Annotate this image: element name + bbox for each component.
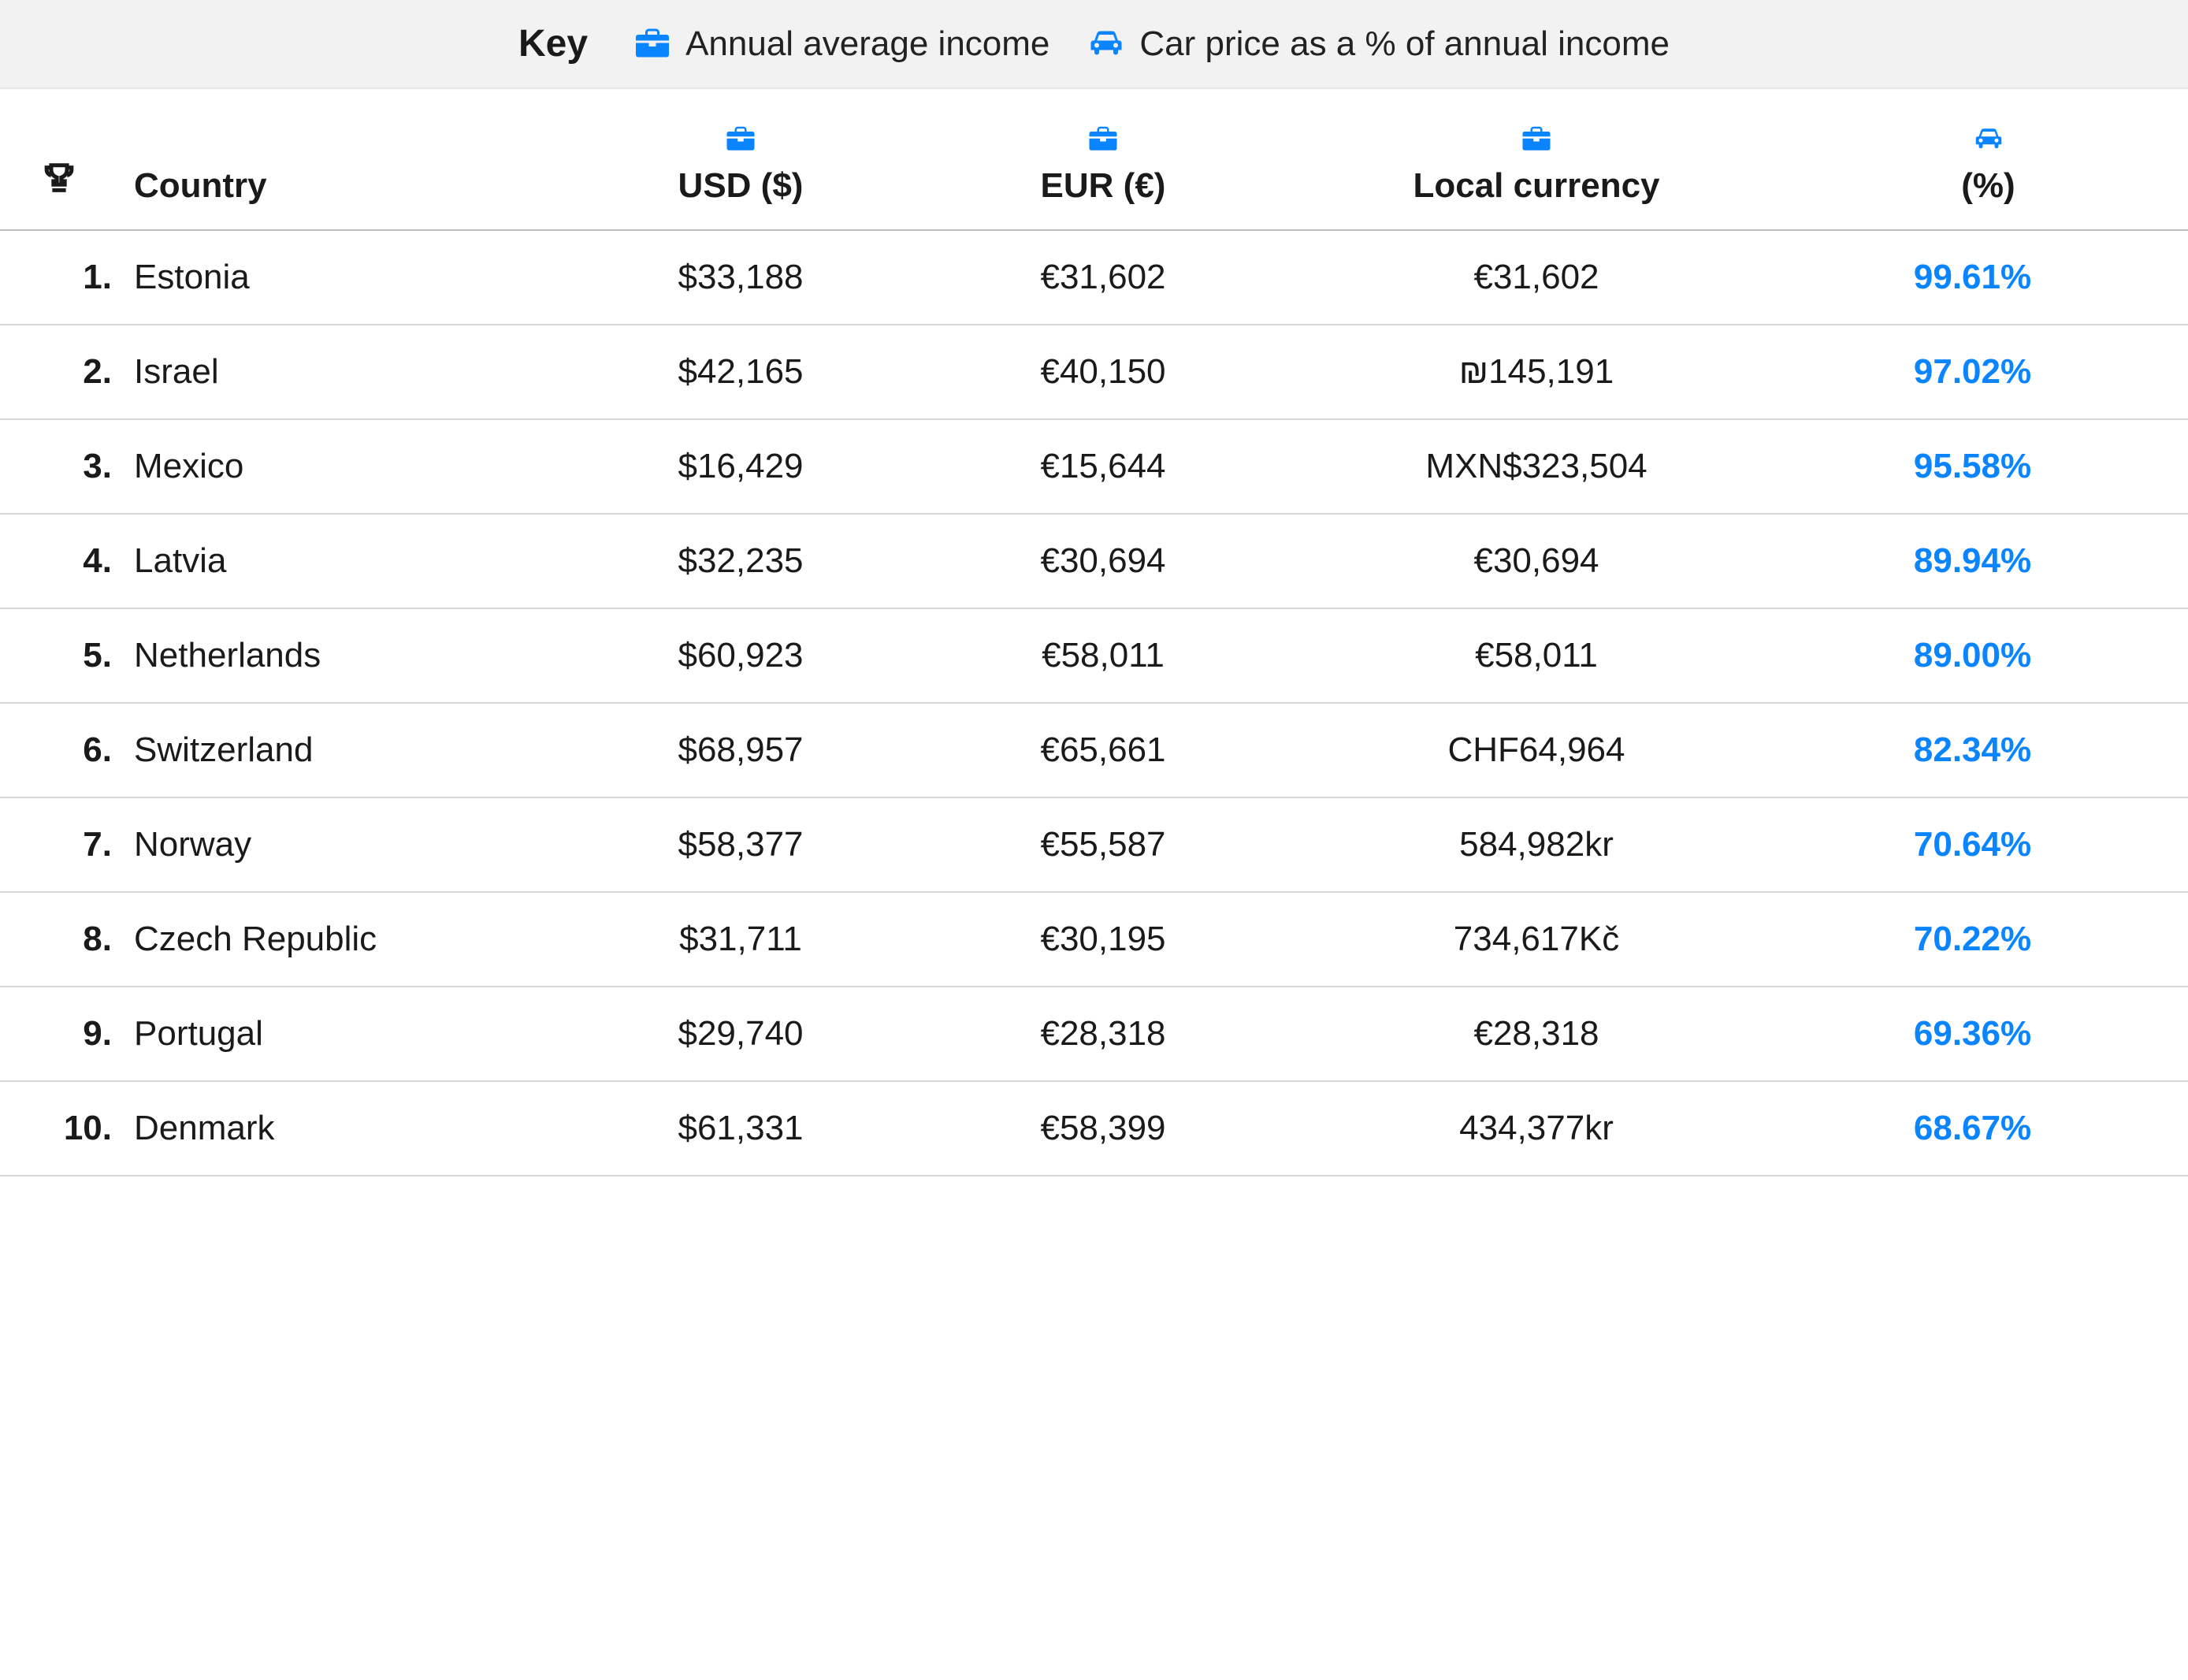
cell-rank: 5.	[0, 608, 118, 703]
cell-country: Mexico	[118, 419, 559, 514]
table-row: 3.Mexico$16,429€15,644MXN$323,50495.58%	[0, 419, 2188, 514]
cell-eur: €31,602	[922, 230, 1284, 325]
col-header-country: Country	[118, 89, 559, 230]
cell-rank: 4.	[0, 514, 118, 608]
col-header-label: Local currency	[1413, 166, 1659, 206]
cell-local: CHF64,964	[1284, 703, 1789, 797]
cell-pct: 89.00%	[1789, 608, 2188, 703]
cell-local: €30,694	[1284, 514, 1789, 608]
briefcase-icon	[1521, 124, 1552, 155]
cell-country: Portugal	[118, 987, 559, 1081]
cell-usd: $29,740	[559, 987, 922, 1081]
legend-item-income: Annual average income	[633, 24, 1049, 64]
cell-usd: $31,711	[559, 892, 922, 987]
cell-pct: 69.36%	[1789, 987, 2188, 1081]
table-row: 8.Czech Republic$31,711€30,195734,617Kč7…	[0, 892, 2188, 987]
legend-item-label: Annual average income	[685, 24, 1049, 64]
col-header-rank	[0, 89, 118, 230]
cell-country: Latvia	[118, 514, 559, 608]
legend-item-label: Car price as a % of annual income	[1139, 24, 1670, 64]
cell-pct: 97.02%	[1789, 325, 2188, 419]
cell-country: Estonia	[118, 230, 559, 325]
cell-eur: €58,399	[922, 1081, 1284, 1176]
car-icon	[1973, 124, 2004, 155]
briefcase-icon	[1087, 124, 1119, 155]
ranking-table: Country USD ($) EUR (€) L	[0, 89, 2188, 1176]
col-header-label: USD ($)	[678, 166, 804, 206]
legend-item-carpct: Car price as a % of annual income	[1087, 24, 1670, 64]
cell-usd: $68,957	[559, 703, 922, 797]
cell-rank: 1.	[0, 230, 118, 325]
cell-country: Norway	[118, 797, 559, 892]
cell-usd: $32,235	[559, 514, 922, 608]
cell-country: Israel	[118, 325, 559, 419]
cell-local: 434,377kr	[1284, 1081, 1789, 1176]
cell-rank: 3.	[0, 419, 118, 514]
legend-bar: Key Annual average income Car price as a…	[0, 0, 2188, 89]
cell-pct: 70.64%	[1789, 797, 2188, 892]
cell-local: €31,602	[1284, 230, 1789, 325]
briefcase-icon	[725, 124, 756, 155]
cell-eur: €55,587	[922, 797, 1284, 892]
cell-rank: 2.	[0, 325, 118, 419]
cell-usd: $42,165	[559, 325, 922, 419]
cell-eur: €58,011	[922, 608, 1284, 703]
cell-eur: €30,195	[922, 892, 1284, 987]
cell-rank: 7.	[0, 797, 118, 892]
cell-local: 584,982kr	[1284, 797, 1789, 892]
car-icon	[1087, 25, 1125, 63]
cell-country: Netherlands	[118, 608, 559, 703]
cell-usd: $33,188	[559, 230, 922, 325]
col-header-label: (%)	[1961, 166, 2015, 206]
table-row: 5.Netherlands$60,923€58,011€58,01189.00%	[0, 608, 2188, 703]
cell-local: 734,617Kč	[1284, 892, 1789, 987]
table-header-row: Country USD ($) EUR (€) L	[0, 89, 2188, 230]
table-row: 10.Denmark$61,331€58,399434,377kr68.67%	[0, 1081, 2188, 1176]
cell-pct: 99.61%	[1789, 230, 2188, 325]
table-row: 6.Switzerland$68,957€65,661CHF64,96482.3…	[0, 703, 2188, 797]
cell-country: Czech Republic	[118, 892, 559, 987]
table-row: 4.Latvia$32,235€30,694€30,69489.94%	[0, 514, 2188, 608]
cell-eur: €40,150	[922, 325, 1284, 419]
table-row: 1.Estonia$33,188€31,602€31,60299.61%	[0, 230, 2188, 325]
col-header-usd: USD ($)	[559, 89, 922, 230]
cell-local: €28,318	[1284, 987, 1789, 1081]
cell-usd: $60,923	[559, 608, 922, 703]
cell-eur: €65,661	[922, 703, 1284, 797]
cell-pct: 89.94%	[1789, 514, 2188, 608]
cell-pct: 70.22%	[1789, 892, 2188, 987]
legend-title: Key	[518, 22, 596, 65]
cell-usd: $61,331	[559, 1081, 922, 1176]
col-header-label: EUR (€)	[1041, 166, 1166, 206]
briefcase-icon	[633, 25, 671, 63]
cell-local: €58,011	[1284, 608, 1789, 703]
cell-usd: $58,377	[559, 797, 922, 892]
cell-country: Denmark	[118, 1081, 559, 1176]
cell-rank: 8.	[0, 892, 118, 987]
cell-eur: €15,644	[922, 419, 1284, 514]
cell-pct: 82.34%	[1789, 703, 2188, 797]
col-header-pct: (%)	[1789, 89, 2188, 230]
cell-rank: 6.	[0, 703, 118, 797]
table-row: 2.Israel$42,165€40,150₪145,19197.02%	[0, 325, 2188, 419]
cell-eur: €30,694	[922, 514, 1284, 608]
cell-rank: 9.	[0, 987, 118, 1081]
col-header-eur: EUR (€)	[922, 89, 1284, 230]
cell-local: ₪145,191	[1284, 325, 1789, 419]
cell-usd: $16,429	[559, 419, 922, 514]
cell-country: Switzerland	[118, 703, 559, 797]
trophy-icon	[41, 161, 77, 197]
cell-rank: 10.	[0, 1081, 118, 1176]
col-header-local: Local currency	[1284, 89, 1789, 230]
cell-eur: €28,318	[922, 987, 1284, 1081]
cell-pct: 68.67%	[1789, 1081, 2188, 1176]
cell-local: MXN$323,504	[1284, 419, 1789, 514]
table-row: 9.Portugal$29,740€28,318€28,31869.36%	[0, 987, 2188, 1081]
table-row: 7.Norway$58,377€55,587584,982kr70.64%	[0, 797, 2188, 892]
cell-pct: 95.58%	[1789, 419, 2188, 514]
